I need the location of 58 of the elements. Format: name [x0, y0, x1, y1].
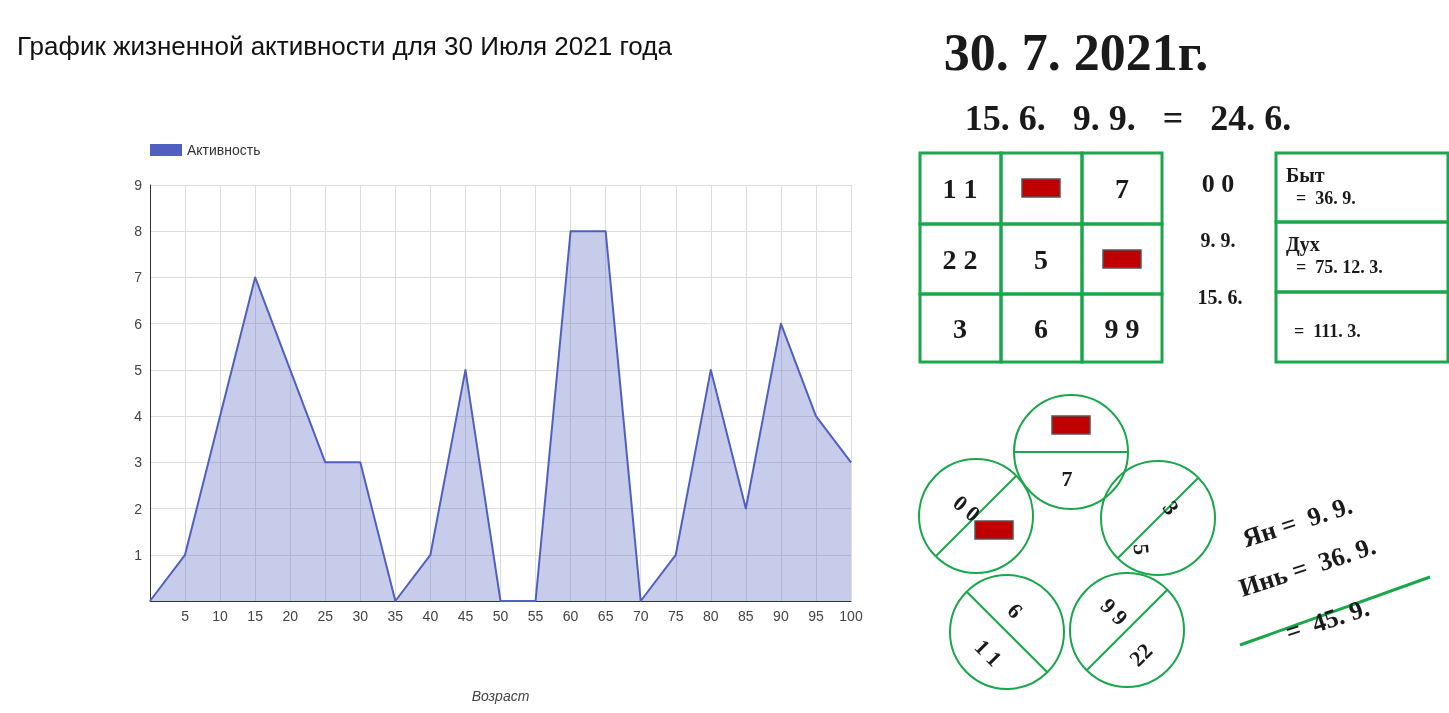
x-tick-label: 70	[632, 608, 649, 624]
text: 0 0	[1201, 169, 1235, 198]
text: = 36. 9.	[1296, 188, 1356, 208]
x-tick-label: 80	[703, 608, 719, 624]
x-tick-label: 100	[839, 608, 863, 624]
x-tick-label: 90	[773, 608, 789, 624]
x-tick-label: 75	[667, 608, 684, 624]
y-tick-label: 1	[134, 546, 143, 563]
text: 9 9	[1104, 313, 1140, 344]
x-tick-label: 45	[457, 608, 474, 624]
legend-label: Активность	[187, 142, 261, 158]
text: 30. 7. 2021г.	[943, 24, 1209, 81]
text: 7	[1061, 466, 1073, 491]
y-tick-label: 9	[134, 177, 143, 193]
y-tick-label: 3	[134, 454, 143, 471]
y-tick-label: 8	[134, 223, 143, 240]
text: 9 9	[1095, 593, 1133, 631]
x-tick-label: 50	[492, 608, 509, 624]
x-axis-title: Возраст	[471, 688, 530, 704]
text: 1 1	[969, 634, 1007, 672]
x-tick-label: 55	[527, 608, 544, 624]
text: 0 0	[948, 489, 986, 527]
text: 15. 6. 9. 9. = 24. 6.	[964, 98, 1292, 138]
x-tick-label: 95	[808, 608, 824, 624]
y-tick-label: 6	[134, 315, 143, 332]
x-tick-label: 10	[212, 608, 229, 624]
chart-title: График жизненной активности для 30 Июля 2021 года	[17, 31, 673, 61]
text: 3	[1157, 496, 1185, 520]
text: = 75. 12. 3.	[1296, 257, 1383, 277]
text: 5	[1034, 244, 1048, 275]
x-tick-label: 35	[387, 608, 404, 624]
text: 6	[1034, 313, 1048, 344]
text: 2 2	[942, 244, 978, 275]
text: 7	[1115, 173, 1129, 204]
y-tick-label: 7	[134, 269, 143, 286]
x-tick-label: 60	[562, 608, 579, 624]
x-tick-label: 20	[282, 608, 299, 624]
text: 22	[1124, 638, 1158, 672]
text: 9. 9.	[1200, 229, 1236, 251]
y-tick-label: 5	[134, 361, 143, 378]
text: 5	[1128, 542, 1155, 556]
y-tick-label: 4	[134, 408, 143, 425]
x-tick-label: 5	[181, 608, 190, 624]
x-tick-label: 25	[317, 608, 334, 624]
text: Быт	[1286, 164, 1325, 186]
text: 15. 6.	[1197, 286, 1243, 308]
text: 3	[953, 313, 967, 344]
y-tick-label: 2	[134, 500, 143, 517]
text: 1 1	[942, 173, 978, 204]
x-tick-label: 40	[422, 608, 439, 624]
x-tick-label: 15	[247, 608, 264, 624]
x-tick-label: 65	[597, 608, 614, 624]
text: Дух	[1286, 233, 1320, 256]
x-tick-label: 85	[738, 608, 754, 624]
text: = 45. 9.	[1281, 592, 1373, 648]
text: = 111. 3.	[1294, 321, 1361, 341]
text: 6	[1002, 597, 1029, 624]
x-tick-label: 30	[352, 608, 369, 624]
